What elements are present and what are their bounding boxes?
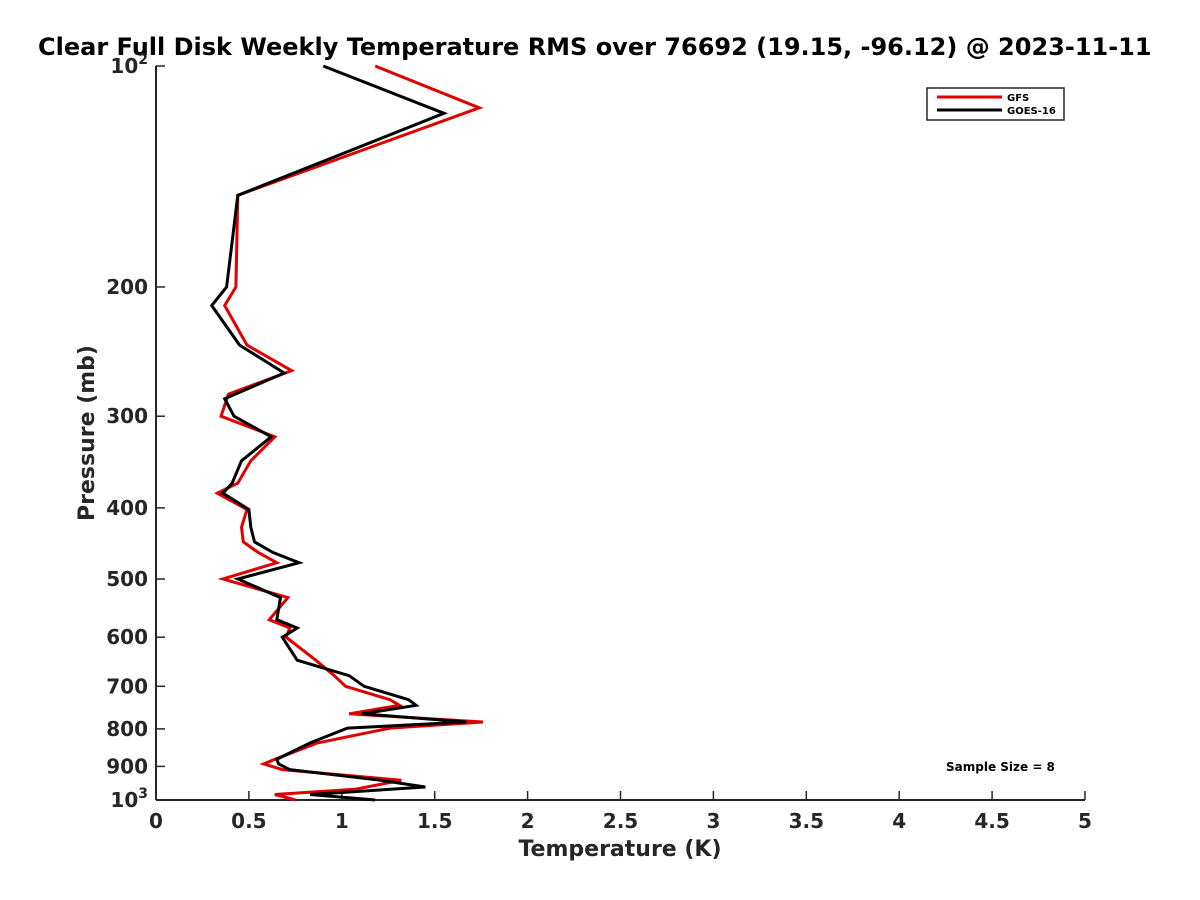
- x-tick-label: 3.5: [789, 809, 824, 833]
- y-tick-label: 102: [110, 52, 148, 78]
- legend-box: [926, 87, 1065, 121]
- y-tick-base: 10: [110, 54, 138, 78]
- sample-size-annotation: Sample Size = 8: [946, 760, 1055, 774]
- legend-label-goes-16: GOES-16: [1007, 106, 1056, 117]
- y-tick-exponent: 3: [138, 786, 148, 802]
- y-tick-label: 200: [106, 275, 148, 299]
- x-tick-label: 2: [521, 809, 535, 833]
- y-tick-label: 500: [106, 567, 148, 591]
- y-tick-label: 700: [106, 674, 148, 698]
- y-axis-label: Pressure (mb): [75, 345, 100, 521]
- chart-title: Clear Full Disk Weekly Temperature RMS o…: [38, 33, 1152, 61]
- y-tick-label: 800: [106, 717, 148, 741]
- x-tick-label: 1: [335, 809, 349, 833]
- y-tick-label: 103: [110, 786, 148, 812]
- x-tick-label: 0.5: [231, 809, 266, 833]
- y-tick-label: 400: [106, 496, 148, 520]
- x-axis-label: Temperature (K): [518, 837, 721, 862]
- x-ticks: 0 0.5 1 1.5 2 2.5 3 3.5 4 4.5 5: [149, 791, 1092, 833]
- x-tick-label: 4.5: [974, 809, 1009, 833]
- x-tick-label: 1.5: [417, 809, 452, 833]
- y-tick-base: 10: [110, 788, 138, 812]
- x-tick-label: 0: [149, 809, 163, 833]
- series-line-goes-16: [209, 64, 467, 802]
- legend-label-gfs: GFS: [1007, 93, 1029, 104]
- y-tick-label: 300: [106, 404, 148, 428]
- legend: GFS GOES-16: [926, 87, 1065, 121]
- x-tick-label: 3: [706, 809, 720, 833]
- axes: [155, 66, 1085, 801]
- x-tick-label: 4: [892, 809, 906, 833]
- series-lines: [209, 64, 484, 802]
- y-tick-label: 900: [106, 754, 148, 778]
- x-tick-label: 5: [1078, 809, 1092, 833]
- series-line-gfs: [214, 64, 484, 802]
- y-tick-exponent: 2: [138, 52, 148, 68]
- x-tick-label: 2.5: [603, 809, 638, 833]
- y-tick-label: 600: [106, 625, 148, 649]
